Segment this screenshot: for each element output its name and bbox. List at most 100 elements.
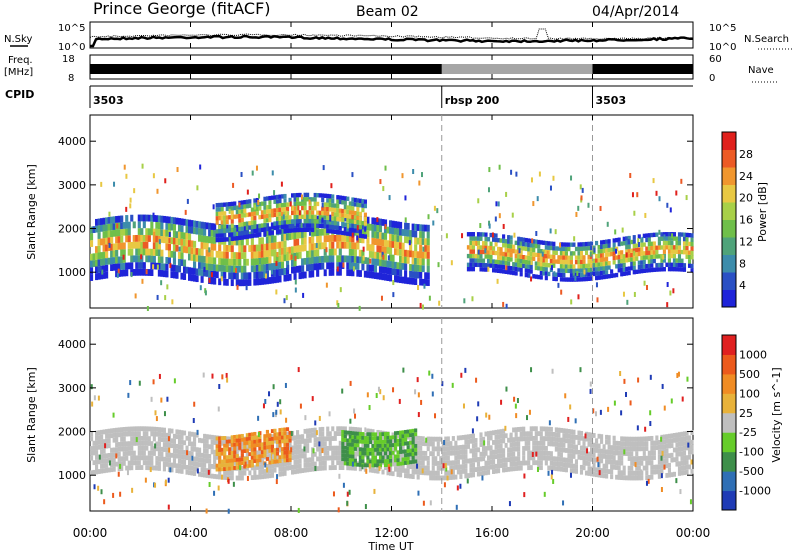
heatmap-cell xyxy=(617,237,621,242)
heatmap-cell xyxy=(132,235,136,242)
heatmap-cell xyxy=(313,214,317,220)
freq-band-segment xyxy=(90,64,442,74)
heatmap-cell xyxy=(268,213,272,218)
heatmap-cell xyxy=(605,473,609,479)
heatmap-cell xyxy=(522,436,526,442)
heatmap-cell xyxy=(278,194,282,199)
heatmap-cell xyxy=(471,262,476,267)
colorbar-tick-label: 16 xyxy=(739,214,753,227)
heatmap-cell xyxy=(210,444,214,450)
heatmap-cell xyxy=(607,265,611,270)
heatmap-cell xyxy=(552,259,556,264)
heatmap-cell xyxy=(544,258,548,263)
heatmap-cell xyxy=(225,202,229,207)
heatmap-speck xyxy=(505,386,508,392)
heatmap-cell xyxy=(351,201,355,207)
heatmap-cell xyxy=(562,272,566,278)
heatmap-cell xyxy=(253,215,257,221)
heatmap-cell xyxy=(446,441,450,447)
heatmap-cell xyxy=(509,257,513,262)
heatmap-cell xyxy=(554,461,558,467)
heatmap-cell xyxy=(145,440,149,446)
heatmap-cell xyxy=(346,227,350,232)
velocity-heatmap xyxy=(90,318,694,514)
heatmap-cell xyxy=(280,220,285,225)
heatmap-cell xyxy=(145,255,149,263)
heatmap-cell xyxy=(263,441,267,446)
heatmap-cell xyxy=(368,251,372,258)
heatmap-cell xyxy=(278,268,282,276)
heatmap-cell xyxy=(682,241,687,246)
heatmap-cell xyxy=(157,436,161,442)
heatmap-cell xyxy=(263,438,267,442)
heatmap-cell xyxy=(215,474,219,480)
heatmap-speck xyxy=(677,371,680,377)
heatmap-cell xyxy=(595,472,599,478)
heatmap-cell xyxy=(569,255,573,260)
heatmap-cell xyxy=(321,436,325,442)
heatmap-cell xyxy=(582,263,586,269)
heatmap-cell xyxy=(326,426,330,432)
heatmap-cell xyxy=(396,269,400,276)
heatmap-cell xyxy=(492,449,496,455)
heatmap-cell xyxy=(326,202,330,207)
heatmap-cell xyxy=(552,263,556,268)
heatmap-cell xyxy=(559,268,563,273)
heatmap-cell xyxy=(140,445,144,451)
heatmap-cell xyxy=(107,230,111,238)
heatmap-cell xyxy=(225,224,229,232)
heatmap-cell xyxy=(263,231,267,237)
heatmap-cell xyxy=(509,461,513,467)
heatmap-speck xyxy=(398,398,401,404)
heatmap-cell xyxy=(291,435,295,441)
heatmap-cell xyxy=(122,269,126,277)
heatmap-cell xyxy=(343,235,347,242)
heatmap-cell xyxy=(635,256,639,261)
heatmap-cell xyxy=(110,433,114,439)
heatmap-cell xyxy=(577,264,581,269)
heatmap-cell xyxy=(200,472,204,478)
heatmap-cell xyxy=(499,463,503,468)
heatmap-speck xyxy=(212,204,215,210)
heatmap-cell xyxy=(376,451,380,456)
heatmap-speck xyxy=(509,434,512,440)
heatmap-cell xyxy=(210,439,214,445)
heatmap-cell xyxy=(499,443,503,449)
heatmap-speck xyxy=(531,238,534,244)
heatmap-cell xyxy=(386,260,390,268)
heatmap-speck xyxy=(210,272,213,278)
heatmap-cell xyxy=(484,241,488,246)
heatmap-cell xyxy=(157,456,161,462)
heatmap-speck xyxy=(119,463,122,469)
heatmap-cell xyxy=(660,258,664,263)
heatmap-cell xyxy=(117,456,121,462)
heatmap-cell xyxy=(378,443,383,448)
heatmap-cell xyxy=(607,454,611,460)
heatmap-cell xyxy=(291,266,295,274)
heatmap-speck xyxy=(167,504,170,510)
heatmap-speck xyxy=(341,388,344,394)
heatmap-cell xyxy=(323,248,327,256)
colorbar-cell xyxy=(722,335,736,355)
heatmap-cell xyxy=(142,431,146,437)
heatmap-cell xyxy=(306,443,310,448)
heatmap-cell xyxy=(353,202,357,207)
heatmap-cell xyxy=(140,465,144,470)
heatmap-cell xyxy=(419,231,423,238)
heatmap-cell xyxy=(268,204,272,210)
heatmap-cell xyxy=(150,228,154,236)
heatmap-cell xyxy=(567,443,571,449)
heatmap-cell xyxy=(358,198,362,204)
heatmap-cell xyxy=(107,428,111,434)
heatmap-speck xyxy=(637,238,640,244)
heatmap-cell xyxy=(127,242,131,249)
heatmap-cell xyxy=(120,446,124,452)
heatmap-cell xyxy=(333,203,337,208)
heatmap-speck xyxy=(573,236,576,242)
heatmap-cell xyxy=(132,436,136,441)
heatmap-cell xyxy=(667,462,671,468)
heatmap-cell xyxy=(223,251,227,259)
heatmap-cell xyxy=(622,475,626,481)
heatmap-cell xyxy=(223,443,227,448)
heatmap-cell xyxy=(617,445,621,451)
